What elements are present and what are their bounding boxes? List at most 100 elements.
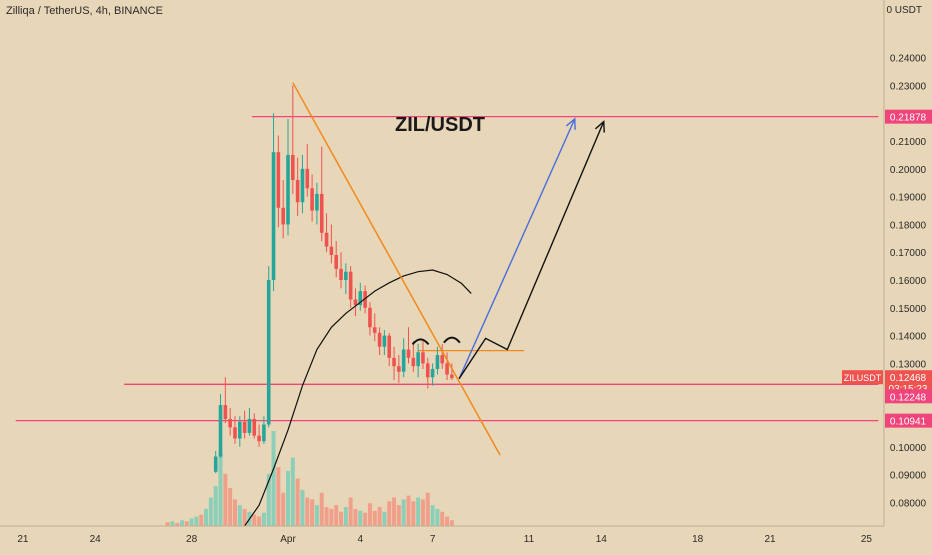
candle-body[interactable]: [416, 352, 420, 367]
candle-body[interactable]: [218, 405, 223, 457]
time-tick-label: 21: [764, 534, 776, 545]
candle-body[interactable]: [262, 424, 266, 442]
candle-body[interactable]: [435, 355, 440, 369]
candle-body[interactable]: [286, 154, 290, 225]
candle-body[interactable]: [363, 291, 367, 308]
black-projection-arrow[interactable]: [458, 121, 605, 380]
price-tick-label: 0.08000: [890, 498, 927, 509]
volume-bar: [189, 518, 194, 526]
candle-body[interactable]: [430, 368, 435, 378]
time-axis: 21 24 28 Apr 4 7 11 14 18 21 25: [0, 525, 884, 545]
volume-bar: [396, 505, 401, 526]
candle-body[interactable]: [377, 332, 382, 347]
candle-body[interactable]: [353, 299, 358, 306]
price-level-label: 0.10941: [890, 417, 927, 428]
symbol-tag-badge: [842, 370, 883, 385]
candle-body[interactable]: [257, 435, 261, 442]
volume-bar: [228, 488, 233, 526]
candle-body[interactable]: [450, 374, 454, 379]
candle-body[interactable]: [324, 232, 329, 247]
moving-average-line: [244, 269, 472, 527]
time-tick-label: 28: [186, 534, 198, 545]
blue-projection-arrow[interactable]: [458, 118, 576, 379]
volume-bar: [339, 511, 344, 526]
candle-body[interactable]: [266, 280, 271, 425]
candle-body[interactable]: [392, 357, 396, 367]
arrowhead: [565, 117, 576, 130]
volume-bar: [213, 486, 218, 526]
time-tick-label: 25: [861, 534, 873, 545]
candle-body[interactable]: [421, 352, 425, 364]
volume-bar: [445, 516, 450, 526]
candle-body[interactable]: [300, 168, 305, 203]
candle-body[interactable]: [339, 268, 343, 281]
candle-body[interactable]: [228, 418, 232, 428]
volume-bar: [319, 492, 324, 526]
volume-bar: [305, 497, 310, 526]
volume-bar: [411, 501, 416, 526]
volume-bar: [266, 473, 271, 526]
candle-body[interactable]: [242, 421, 247, 433]
candle-body[interactable]: [319, 193, 324, 233]
descending-trendline[interactable]: [292, 82, 501, 456]
candle-body[interactable]: [334, 255, 338, 269]
time-tick-label: Apr: [280, 534, 296, 545]
symbol-tag-label: ZILUSDT: [844, 373, 882, 383]
candle-body[interactable]: [440, 355, 445, 364]
candle-body[interactable]: [387, 335, 392, 358]
candle-body[interactable]: [401, 349, 406, 372]
candle-body[interactable]: [329, 246, 334, 256]
volume-bar: [367, 503, 372, 526]
candle-body[interactable]: [406, 349, 411, 358]
candle-body[interactable]: [382, 335, 387, 347]
candle-body[interactable]: [372, 327, 377, 333]
volume-bar: [324, 507, 329, 526]
time-tick-label: 4: [358, 534, 364, 545]
drawings-layer: ZIL/USDT: [244, 82, 605, 527]
price-axis: 0.080000.090000.100000.110000.120000.130…: [842, 0, 932, 526]
price-level-badge: [885, 109, 932, 124]
price-tick-label: 0.09000: [890, 471, 927, 482]
volume-bar: [372, 510, 377, 526]
candle-body[interactable]: [252, 418, 257, 436]
candle-body[interactable]: [213, 456, 218, 472]
candle-body[interactable]: [358, 291, 363, 306]
candle-body[interactable]: [310, 188, 314, 211]
time-tick-label: 11: [524, 534, 535, 545]
volume-bar: [382, 511, 387, 526]
candle-body[interactable]: [305, 168, 310, 189]
volume-bar: [218, 451, 223, 526]
candle-body[interactable]: [247, 418, 252, 433]
volume-bar: [170, 521, 175, 526]
support-resistance-layer: [15, 116, 879, 422]
volume-bar: [179, 520, 184, 526]
candle-body[interactable]: [315, 193, 319, 211]
candle-body[interactable]: [445, 363, 449, 375]
candle-body[interactable]: [344, 271, 348, 281]
candle-body[interactable]: [291, 154, 295, 180]
volume-bar: [165, 522, 170, 526]
price-tick-label: 0.24000: [890, 54, 927, 65]
double-top-arc: [411, 338, 430, 345]
candle-body[interactable]: [348, 271, 353, 300]
candle-body[interactable]: [397, 366, 401, 372]
candle-body[interactable]: [411, 357, 416, 367]
candle-body[interactable]: [281, 207, 285, 225]
candle-body[interactable]: [276, 152, 281, 208]
price-level-badge: [885, 389, 932, 404]
volume-bar: [387, 501, 392, 526]
candle-body[interactable]: [425, 363, 430, 378]
price-tick-label: 0.23000: [890, 81, 927, 92]
candle-body[interactable]: [295, 179, 300, 203]
volume-bar: [392, 497, 397, 526]
candle-body[interactable]: [238, 421, 242, 439]
candle-body[interactable]: [368, 307, 372, 328]
candle-body[interactable]: [223, 405, 228, 419]
volume-layer: [165, 431, 454, 526]
candle-body[interactable]: [233, 427, 237, 439]
volume-bar: [204, 508, 209, 526]
pair-annotation: ZIL/USDT: [395, 114, 485, 136]
candle-body[interactable]: [271, 152, 276, 281]
